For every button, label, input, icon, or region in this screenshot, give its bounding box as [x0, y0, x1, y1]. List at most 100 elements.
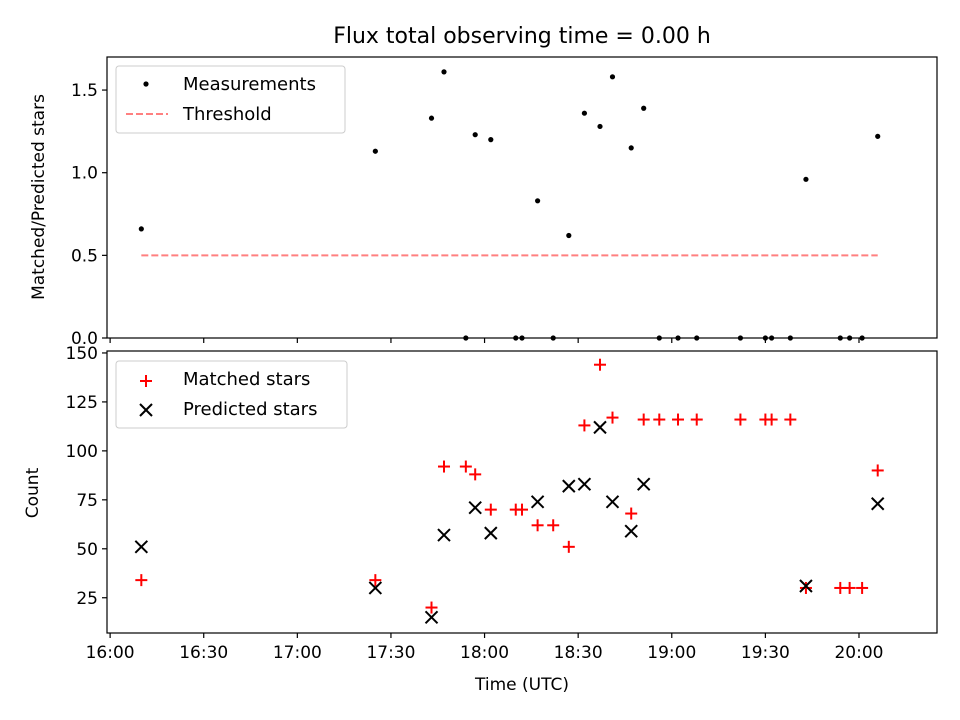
legend-matched-marker [140, 375, 152, 387]
matched-star-point [606, 411, 619, 424]
predicted-star-point [577, 477, 592, 491]
x-axis-label: Time (UTC) [474, 675, 569, 695]
measurement-point [428, 115, 435, 121]
legend-measurements-marker [143, 81, 149, 87]
measurement-point [441, 69, 447, 75]
matched-star-point [484, 503, 497, 516]
x-tick-label: 18:30 [554, 643, 603, 663]
matched-star-point [531, 519, 544, 532]
bottom-x-ticks: 16:00 16:30 17:00 17:30 18:00 18:30 19:00 19:30… [86, 633, 883, 663]
matched-star-point [135, 574, 148, 587]
matched-star-point [690, 413, 703, 426]
matched-star-point [469, 468, 482, 481]
bottom-y-ticks: 25 50 75 100 125 150 [66, 344, 107, 609]
bottom-y-tick-label: 75 [76, 491, 98, 511]
measurement-point [472, 132, 478, 138]
matched-star-point [516, 503, 528, 516]
bottom-legend: Matched stars Predicted stars [115, 360, 348, 429]
matched-star-point [637, 413, 650, 426]
legend-matched-label: Matched stars [183, 369, 310, 390]
predicted-star-point [484, 526, 498, 540]
matched-star-point [594, 358, 607, 371]
legend-threshold-label: Threshold [182, 104, 272, 125]
matched-star-point [653, 413, 666, 426]
predicted-star-point [368, 581, 383, 595]
legend-predicted-label: Predicted stars [183, 399, 317, 420]
predicted-star-point [562, 479, 576, 493]
matched-star-point [799, 581, 812, 594]
x-tick-label: 16:30 [179, 643, 228, 663]
legend-measurements-label: Measurements [183, 74, 316, 95]
matched-star-point [843, 581, 856, 594]
measurement-point [628, 145, 634, 151]
bottom-y-tick-label: 125 [66, 393, 98, 413]
top-legend-box [115, 65, 346, 134]
matched-star-point [871, 464, 884, 477]
matched-star-point [734, 413, 747, 426]
bottom-plot-marks [134, 358, 885, 625]
x-tick-label: 16:00 [86, 643, 135, 663]
matched-star-point [578, 419, 591, 432]
bottom-y-tick-label: 50 [76, 540, 98, 560]
measurement-point [535, 198, 541, 204]
matched-star-point [562, 540, 575, 553]
x-tick-label: 19:00 [647, 643, 696, 663]
measurement-point [372, 148, 378, 154]
matched-star-point [672, 413, 685, 426]
top-y-tick-label: 0.5 [71, 246, 98, 266]
matched-star-point [459, 460, 472, 473]
measurement-point [609, 74, 616, 80]
measurement-point [138, 226, 144, 232]
measurement-point [803, 176, 809, 182]
measurement-point [566, 232, 572, 239]
matched-star-point [437, 460, 450, 473]
top-panel: Flux total observing time = 0.00 h Match… [29, 24, 938, 349]
matched-star-point [547, 519, 560, 532]
top-y-ticks: 0.0 0.5 1.0 1.5 [71, 81, 107, 349]
measurement-point [581, 110, 588, 116]
predicted-star-point [134, 540, 149, 554]
matched-star-point [856, 581, 869, 594]
measurement-point [641, 105, 647, 111]
x-tick-label: 17:30 [366, 643, 415, 663]
top-legend: Measurements Threshold [115, 65, 346, 134]
matched-star-point [784, 413, 797, 426]
x-tick-label: 18:00 [460, 643, 509, 663]
top-x-tick-marks [109, 338, 860, 343]
predicted-star-point [624, 524, 638, 538]
matched-star-point [369, 574, 382, 587]
chart-title: Flux total observing time = 0.00 h [333, 24, 711, 49]
top-y-tick-label: 1.5 [71, 81, 98, 101]
predicted-star-point [468, 500, 482, 515]
predicted-star-point [605, 495, 620, 509]
x-tick-label: 19:30 [741, 643, 790, 663]
predicted-star-point [871, 497, 885, 511]
predicted-star-point [636, 477, 651, 491]
bottom-y-axis-label: Count [23, 467, 43, 518]
legend-predicted-marker [139, 403, 153, 417]
bottom-legend-box [115, 360, 348, 429]
matched-star-point [425, 601, 438, 614]
top-plot-frame [106, 56, 938, 339]
top-y-axis-label: Matched/Predicted stars [29, 94, 49, 300]
predicted-star-point [799, 579, 813, 593]
bottom-plot-frame [106, 350, 938, 634]
predicted-star-point [437, 528, 451, 542]
predicted-star-point [424, 610, 439, 625]
bottom-y-tick-label: 150 [66, 344, 98, 364]
measurement-point [597, 123, 603, 130]
bottom-y-tick-label: 25 [76, 589, 98, 609]
predicted-star-point [530, 495, 545, 509]
top-y-tick-label: 0.0 [71, 329, 98, 349]
matched-star-point [625, 507, 638, 520]
predicted-star-point [593, 420, 607, 435]
measurement-point [875, 133, 881, 139]
bottom-y-tick-label: 100 [66, 442, 98, 462]
x-tick-label: 20:00 [834, 643, 883, 663]
matched-star-point [765, 413, 778, 426]
x-tick-label: 17:00 [273, 643, 322, 663]
top-y-tick-label: 1.0 [71, 164, 98, 184]
measurement-point [488, 137, 494, 143]
